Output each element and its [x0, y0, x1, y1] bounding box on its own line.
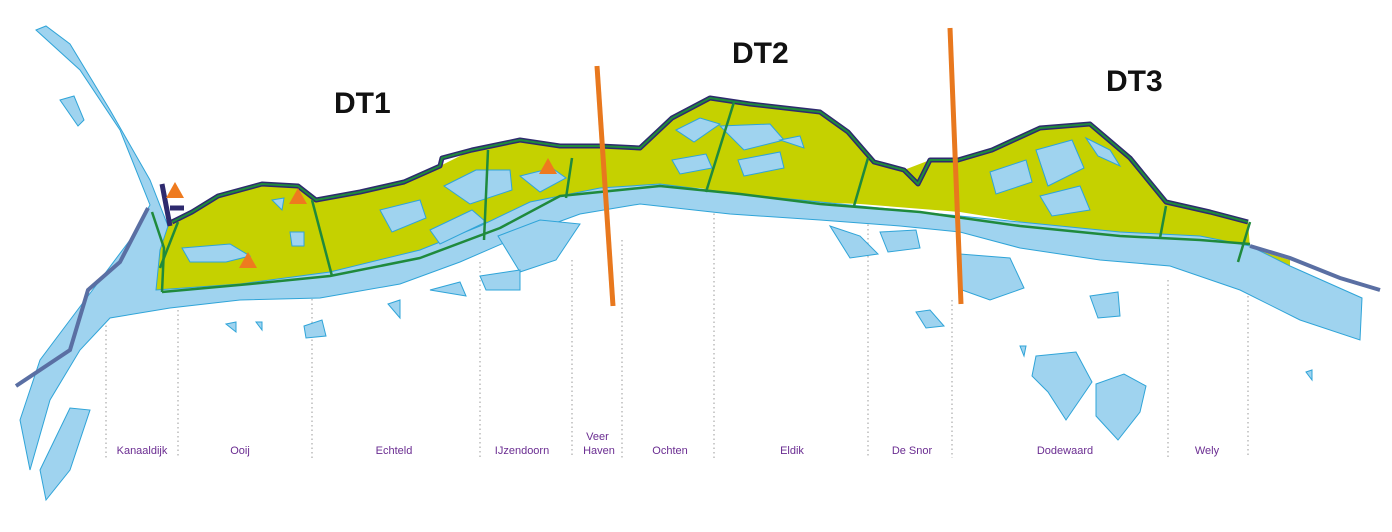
- zone-label-dt1: DT1: [334, 87, 391, 120]
- segment-label-eldik: Eldik: [780, 445, 804, 457]
- segment-label-de-snor: De Snor: [892, 445, 933, 457]
- orange-triangle-icon: [166, 182, 184, 198]
- segment-label-dodewaard: Dodewaard: [1037, 445, 1093, 457]
- orange-triangle-icon: [239, 252, 257, 268]
- dike-inner-line: [171, 97, 1249, 223]
- segment-label-ooij: Ooij: [230, 445, 250, 457]
- segment-label-ijzendoorn: IJzendoorn: [495, 445, 549, 457]
- segment-label-ochten: Ochten: [652, 445, 687, 457]
- segment-label-wely: Wely: [1195, 445, 1220, 457]
- road-left: [14, 207, 150, 388]
- segment-label-haven: Haven: [583, 445, 615, 457]
- segment-labels: Kanaaldijk Ooij Echteld IJzendoorn Veer …: [117, 431, 1220, 457]
- segment-label-veer: Veer: [586, 431, 609, 443]
- segment-label-echteld: Echteld: [376, 445, 413, 457]
- lock-structure: [159, 183, 184, 227]
- road-right: [1249, 244, 1381, 292]
- orange-triangle-icon: [539, 158, 557, 174]
- segment-label-kanaaldijk: Kanaaldijk: [117, 445, 168, 457]
- orange-triangle-icon: [289, 188, 307, 204]
- floodplain-area: [96, 98, 1290, 296]
- zone-divider-dt2-dt3: [947, 27, 964, 305]
- zone-divider-dt1-dt2: [594, 65, 616, 307]
- zone-label-dt2: DT2: [732, 37, 789, 70]
- zone-label-dt3: DT3: [1106, 65, 1163, 98]
- marker-group: [166, 158, 557, 268]
- side-channels: [39, 95, 1313, 502]
- segment-label-veer-haven: Veer Haven: [583, 431, 615, 457]
- section-lines: [150, 101, 1252, 294]
